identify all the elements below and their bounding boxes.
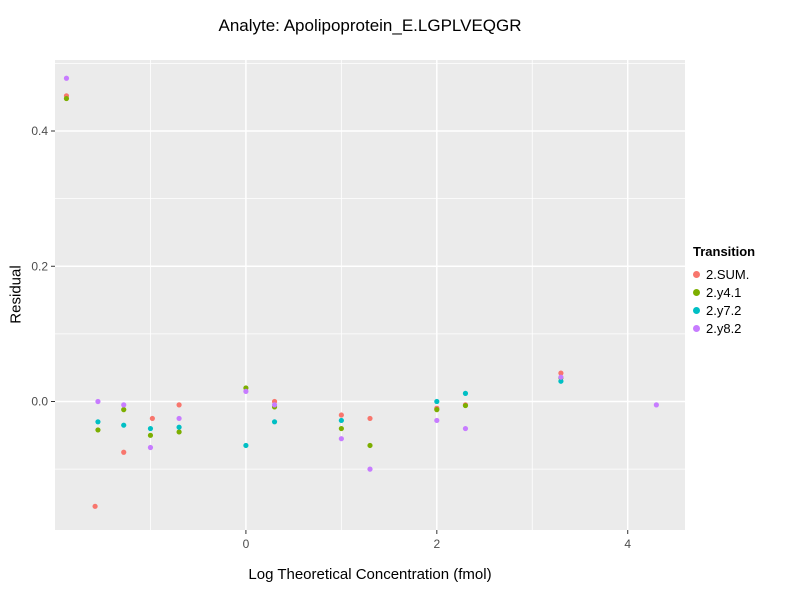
data-point	[176, 429, 182, 435]
data-point	[92, 503, 98, 509]
data-point	[558, 370, 564, 376]
legend-label: 2.y7.2	[706, 302, 742, 318]
data-point	[149, 415, 155, 422]
y-tick-label: 0.2	[31, 259, 48, 273]
data-point	[338, 425, 344, 432]
data-point	[271, 419, 278, 425]
data-point	[367, 466, 373, 472]
data-point	[95, 427, 101, 433]
legend-swatch-icon	[693, 306, 700, 314]
legend-label: 2.SUM.	[706, 266, 750, 282]
data-point	[243, 442, 249, 449]
legend-item: 2.y8.2	[693, 319, 755, 337]
data-point	[434, 417, 440, 424]
legend-swatch-icon	[693, 324, 700, 332]
legend-swatch-icon	[693, 270, 700, 278]
x-tick-label: 2	[433, 537, 440, 551]
data-point	[462, 402, 469, 409]
data-point	[63, 95, 70, 102]
legend-item: 2.SUM.	[693, 265, 755, 283]
data-point	[434, 398, 440, 405]
data-point	[147, 444, 154, 451]
x-tick-label: 4	[624, 537, 631, 551]
y-axis-label: Residual	[7, 265, 25, 324]
data-point	[367, 442, 373, 449]
legend: Transition 2.SUM. 2.y4.1 2.y7.2 2.y8.2	[693, 244, 755, 337]
data-point	[558, 374, 564, 380]
data-point	[243, 388, 249, 394]
data-point	[653, 402, 659, 408]
legend-label: 2.y4.1	[706, 284, 742, 300]
data-point	[338, 412, 344, 418]
y-tick-label: 0.4	[31, 124, 48, 138]
data-point	[63, 75, 70, 81]
legend-label: 2.y8.2	[706, 320, 742, 336]
data-point	[338, 417, 344, 424]
data-point	[434, 407, 440, 413]
data-point	[271, 402, 278, 408]
legend-swatch-icon	[693, 288, 700, 296]
data-point	[338, 436, 344, 442]
data-point	[147, 432, 154, 438]
legend-title: Transition	[693, 244, 756, 259]
chart-title: Analyte: Apolipoprotein_E.LGPLVEQGR	[218, 16, 522, 35]
legend-item: 2.y4.1	[693, 283, 755, 301]
plot-panel	[55, 60, 685, 530]
data-point	[121, 449, 127, 455]
data-point	[462, 425, 469, 432]
data-point	[367, 415, 373, 422]
data-point	[558, 378, 564, 384]
data-point	[176, 415, 182, 422]
legend-item: 2.y7.2	[693, 301, 755, 319]
data-point	[95, 419, 101, 425]
data-point	[121, 402, 127, 408]
x-axis-label: Log Theoretical Concentration (fmol)	[248, 566, 492, 583]
data-point	[95, 398, 101, 405]
data-point	[121, 407, 127, 413]
data-point	[176, 424, 182, 430]
y-tick-label: 0.0	[31, 395, 48, 409]
data-point	[176, 402, 182, 408]
data-point	[121, 422, 127, 428]
x-tick-label: 0	[243, 537, 250, 551]
data-point	[462, 390, 469, 396]
legend-items: 2.SUM. 2.y4.1 2.y7.2 2.y8.2	[693, 265, 755, 337]
data-point	[147, 425, 154, 432]
